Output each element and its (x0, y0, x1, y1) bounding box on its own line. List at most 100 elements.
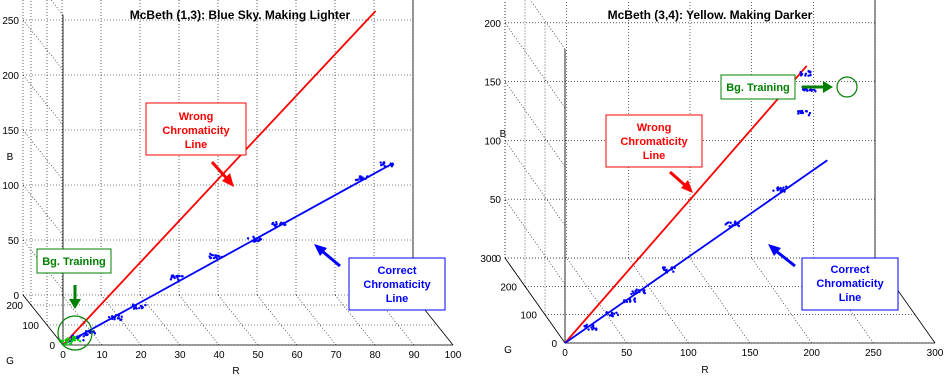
arrow-head (768, 244, 781, 256)
arrow-head (823, 81, 833, 93)
annotation-line-1: Correct (377, 265, 416, 277)
data-point (379, 161, 382, 164)
data-point (732, 224, 735, 227)
data-point (74, 336, 77, 339)
data-point (71, 335, 75, 339)
chart-title: McBeth (1,3): Blue Sky. Making Lighter (130, 8, 351, 22)
data-point (120, 315, 123, 318)
b-tick-label: 0 (495, 254, 501, 265)
b-tick-label: 250 (2, 16, 19, 27)
data-point (246, 237, 250, 240)
data-point (776, 186, 780, 189)
data-point (801, 88, 805, 91)
annotation-line-2: Chromaticity (816, 278, 884, 290)
data-point (275, 222, 278, 226)
b-tick-label: 100 (2, 181, 19, 192)
data-point (111, 317, 114, 321)
data-point (380, 163, 383, 167)
r-tick-label: 50 (252, 350, 264, 361)
g-axis-line (22, 294, 64, 346)
data-point (85, 330, 88, 333)
g-tick-label: 300 (480, 254, 497, 265)
data-point (209, 256, 213, 260)
arrow-head (314, 244, 327, 256)
data-point (114, 314, 118, 317)
data-point (383, 165, 387, 168)
g-tick-label: 100 (520, 311, 537, 322)
b-tick-label: 200 (484, 19, 501, 30)
data-point (107, 315, 111, 319)
side-grid-line (504, 199, 566, 285)
data-point (804, 110, 808, 113)
g-axis-line (504, 257, 566, 344)
arrow-head (222, 173, 234, 187)
r-tick-label: 90 (408, 350, 420, 361)
side-grid-line (22, 74, 64, 126)
data-point (672, 270, 675, 273)
data-point (78, 340, 82, 343)
data-point (111, 315, 115, 319)
r-tick-label: 0 (60, 350, 66, 361)
data-point (144, 303, 147, 307)
data-point (729, 221, 732, 225)
data-point (117, 317, 121, 320)
annotation-box (348, 257, 446, 311)
data-point (113, 318, 116, 321)
data-point (612, 312, 616, 315)
g-tick-label: 0 (49, 341, 55, 352)
r-axis-label: R (701, 365, 708, 376)
r-tick-label: 0 (562, 348, 568, 359)
floor-grid-line (256, 294, 298, 346)
data-point (252, 235, 255, 239)
data-point (66, 340, 70, 343)
data-point (808, 111, 812, 115)
data-point (140, 306, 144, 310)
chart-title: McBeth (3,4): Yellow. Making Darker (608, 8, 813, 22)
annotation-line-3: Line (643, 150, 666, 162)
data-point (117, 314, 121, 317)
r-tick-label: 300 (927, 348, 944, 359)
r-tick-label: 40 (213, 350, 225, 361)
r-tick-label: 150 (742, 348, 759, 359)
data-point (169, 278, 173, 281)
data-point (635, 288, 638, 291)
training-circle (836, 76, 858, 98)
b-axis-label: B (500, 129, 507, 140)
data-point (776, 189, 779, 192)
g-tick-label: 200 (6, 301, 23, 312)
annotation-box (801, 257, 899, 311)
data-point (804, 72, 808, 75)
data-point (590, 326, 593, 329)
side-grid-line (504, 81, 566, 167)
bg-training-annotation: Bg. Training (720, 74, 858, 100)
data-point (391, 163, 395, 166)
data-point (781, 188, 784, 191)
data-point (364, 177, 367, 180)
data-point (797, 112, 800, 115)
wrong-line-annotation: Wrong Chromaticity Line (605, 114, 703, 193)
data-point (76, 338, 80, 342)
data-point (78, 334, 81, 338)
side-grid-line (22, 184, 64, 236)
data-point (361, 176, 364, 179)
data-point (665, 268, 668, 271)
data-point (633, 297, 637, 300)
r-tick-label: 20 (135, 350, 147, 361)
data-point (357, 178, 360, 181)
data-point (634, 291, 638, 294)
grid (504, 0, 936, 344)
annotation-line-1: Correct (830, 264, 869, 276)
arrow-shaft (321, 249, 341, 268)
data-point (61, 339, 65, 343)
b-tick-label: 100 (484, 136, 501, 147)
data-point (807, 74, 810, 77)
annotation-line-2: Chromaticity (620, 136, 688, 148)
data-point (727, 221, 730, 224)
data-point (93, 332, 97, 335)
side-grid-line (504, 140, 566, 226)
data-point (799, 71, 803, 74)
data-point (807, 69, 810, 73)
data-point (274, 225, 278, 228)
data-point (796, 110, 800, 113)
data-point (253, 237, 256, 240)
